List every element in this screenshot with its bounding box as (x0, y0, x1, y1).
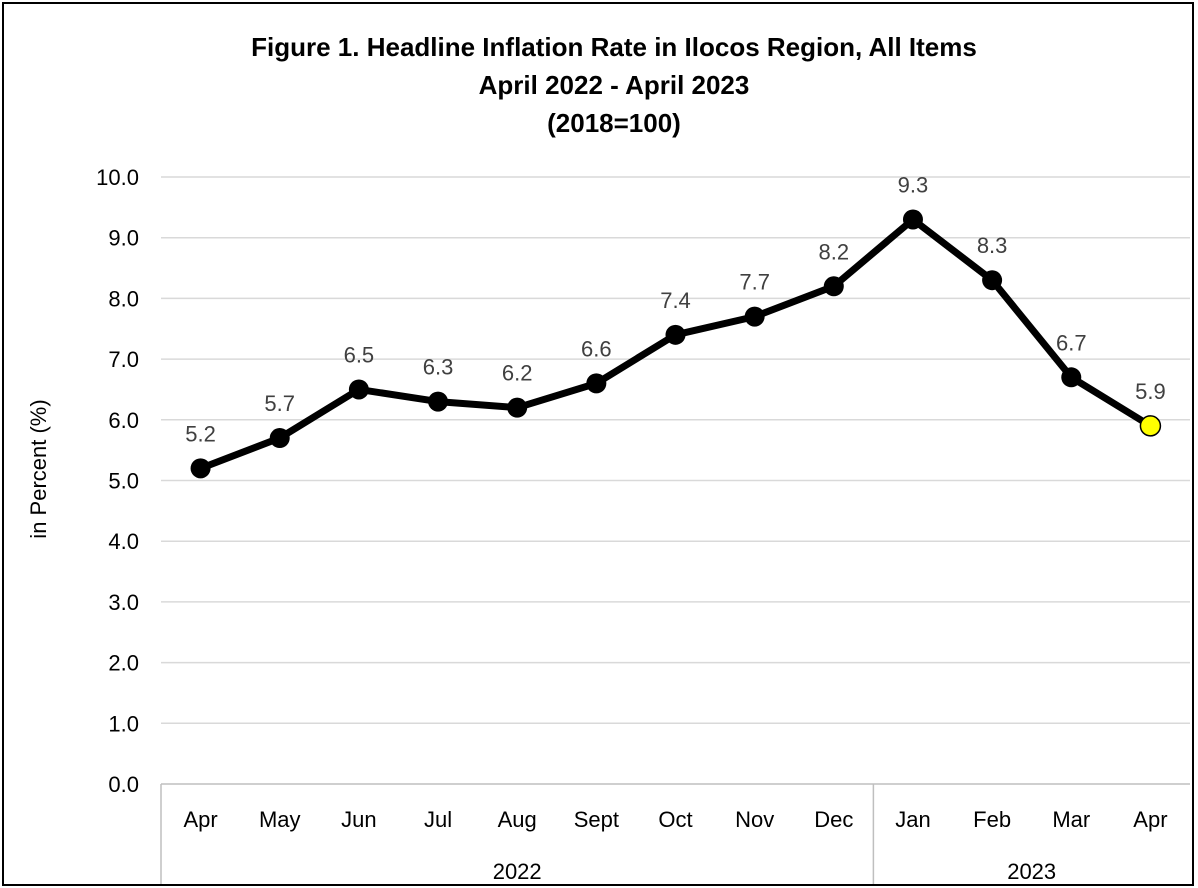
data-point (982, 270, 1003, 291)
x-tick-label: Sept (574, 807, 619, 832)
data-label: 8.2 (819, 239, 850, 264)
data-label: 6.2 (502, 361, 533, 386)
data-point (823, 276, 844, 297)
x-tick-label: Feb (973, 807, 1011, 832)
data-point (902, 209, 923, 230)
data-point (744, 306, 765, 327)
y-tick-label: 6.0 (108, 408, 139, 433)
data-point (428, 391, 449, 412)
data-point (190, 458, 211, 479)
x-tick-label: Oct (658, 807, 692, 832)
gridlines (161, 176, 1190, 785)
y-tick-label: 7.0 (108, 347, 139, 372)
data-label: 5.2 (185, 421, 216, 446)
x-axis: Apr May Jun Jul Aug Sept Oct Nov Dec Jan Feb Mar Apr… (160, 784, 1168, 884)
x-tick-label: Nov (735, 807, 774, 832)
y-tick-label: 0.0 (108, 772, 139, 797)
chart-title-line-3: (2018=100) (547, 108, 681, 138)
y-tick-label: 8.0 (108, 286, 139, 311)
data-labels: 5.2 5.7 6.5 6.3 6.2 6.6 7.4 7.7 8.2 9.3 8.3 6.7 5.9 (185, 172, 1165, 446)
y-axis-title: in Percent (%) (26, 399, 51, 538)
data-label: 6.7 (1056, 330, 1087, 355)
y-tick-label: 10.0 (96, 165, 139, 190)
x-tick-label: Jun (341, 807, 376, 832)
data-label: 7.7 (739, 270, 770, 295)
x-tick-label: Jul (424, 807, 452, 832)
x-tick-label: Mar (1052, 807, 1090, 832)
data-label: 6.5 (344, 342, 375, 367)
data-point-highlight (1139, 415, 1162, 437)
data-point (1061, 367, 1082, 388)
data-point (348, 379, 369, 400)
data-label: 5.7 (264, 391, 295, 416)
data-label: 7.4 (660, 288, 691, 313)
y-tick-label: 1.0 (108, 711, 139, 736)
x-group-label: 2023 (1007, 859, 1056, 884)
data-label: 6.6 (581, 336, 612, 361)
data-point (665, 324, 686, 345)
x-tick-label: Apr (1133, 807, 1167, 832)
y-tick-label: 5.0 (108, 469, 139, 494)
y-tick-label: 3.0 (108, 590, 139, 615)
y-axis-ticks: 0.0 1.0 2.0 3.0 4.0 5.0 6.0 7.0 8.0 9.0 10.0 (96, 165, 139, 797)
y-tick-label: 2.0 (108, 651, 139, 676)
data-label: 5.9 (1135, 379, 1166, 404)
x-group-label: 2022 (493, 859, 542, 884)
y-tick-label: 4.0 (108, 529, 139, 554)
chart-title-line-1: Figure 1. Headline Inflation Rate in Ilo… (251, 32, 977, 62)
x-tick-label: May (259, 807, 301, 832)
data-label: 8.3 (977, 233, 1008, 258)
x-tick-label: Dec (814, 807, 853, 832)
chart-title-line-2: April 2022 - April 2023 (479, 70, 750, 100)
data-point (586, 373, 607, 394)
data-label: 6.3 (423, 355, 454, 380)
x-tick-label: Jan (895, 807, 930, 832)
data-label: 9.3 (898, 172, 929, 197)
y-tick-label: 9.0 (108, 226, 139, 251)
data-point (269, 428, 290, 449)
line-chart: Figure 1. Headline Inflation Rate in Ilo… (26, 32, 1190, 884)
data-points (190, 209, 1162, 479)
x-tick-label: Apr (183, 807, 217, 832)
data-point (507, 397, 528, 418)
chart-title: Figure 1. Headline Inflation Rate in Ilo… (251, 32, 977, 138)
x-tick-label: Aug (498, 807, 537, 832)
